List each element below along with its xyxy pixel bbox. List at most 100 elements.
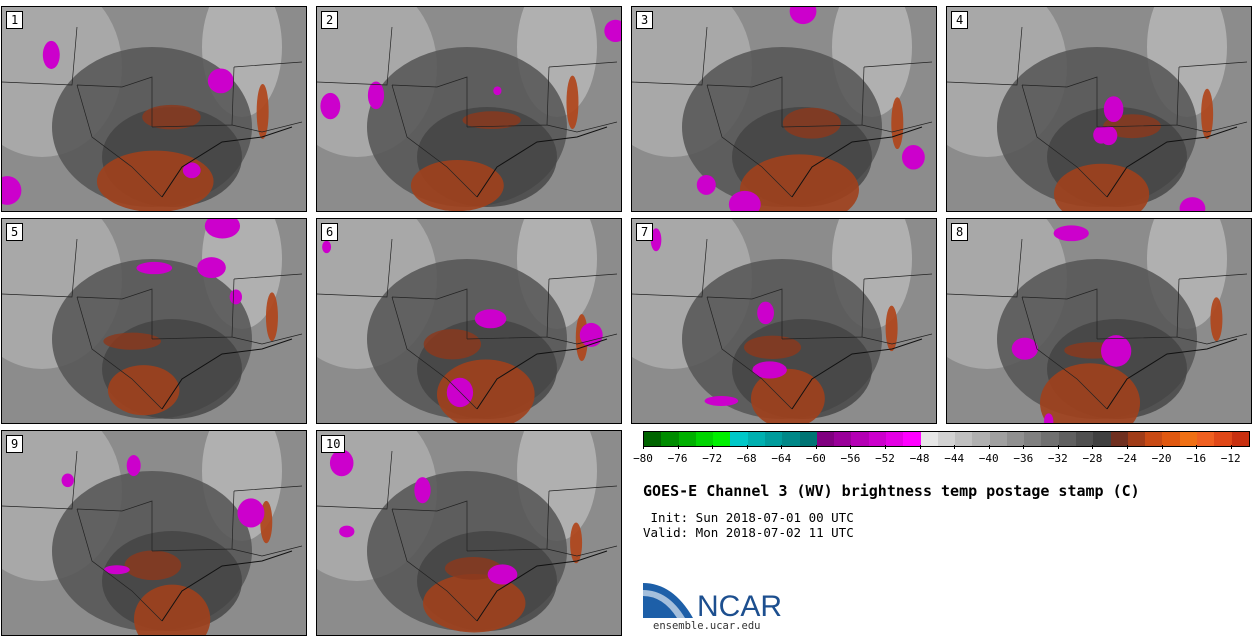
logo-text: NCAR [697, 590, 782, 623]
colorbar-tick-mark [677, 445, 679, 449]
panel-number: 1 [6, 11, 24, 29]
colorbar-swatch [1058, 432, 1077, 446]
postage-stamp-panel: 8 [946, 218, 1252, 424]
postage-stamp-panel: 6 [316, 218, 622, 424]
colorbar-swatch [782, 432, 800, 446]
wv-map [947, 219, 1251, 423]
panel-number: 3 [636, 11, 654, 29]
postage-stamp-panel: 9 [1, 430, 307, 636]
colorbar-tick-label: −32 [1047, 452, 1068, 465]
colorbar-tick-label: −60 [805, 452, 826, 465]
colorbar-tick-mark [1161, 445, 1163, 449]
colorbar-tick-label: −52 [875, 452, 895, 465]
postage-stamp-panel: 7 [631, 218, 937, 424]
colorbar-tick-mark [919, 445, 921, 449]
colorbar-swatch [989, 432, 1007, 446]
colorbar-tick-label: −16 [1186, 452, 1207, 465]
wv-map [2, 431, 306, 635]
postage-stamp-panel: 1 [1, 6, 307, 212]
wv-map [317, 219, 621, 423]
colorbar-swatch [1231, 432, 1249, 446]
colorbar-tick-mark [712, 445, 714, 449]
wv-map [632, 7, 936, 211]
colorbar-swatch [661, 432, 679, 446]
colorbar-swatch [713, 432, 731, 446]
colorbar-tick-mark [1057, 445, 1059, 449]
colorbar-tick-label: −76 [667, 452, 688, 465]
wv-map [947, 7, 1251, 211]
wv-map [632, 219, 936, 423]
colorbar-swatch [747, 432, 765, 446]
colorbar-swatch [678, 432, 696, 446]
colorbar-swatch [868, 432, 886, 446]
colorbar-tick-label: −20 [1151, 452, 1172, 465]
colorbar-tick-label: −12 [1220, 452, 1241, 465]
colorbar-swatch [972, 432, 990, 446]
ncar-logo: NCAR [643, 583, 782, 623]
wv-map [317, 7, 621, 211]
panel-number: 9 [6, 435, 24, 453]
colorbar-tick-label: −48 [909, 452, 930, 465]
colorbar-tick-mark [850, 445, 852, 449]
colorbar-tick-mark [643, 445, 644, 449]
init-time: Init: Sun 2018-07-01 00 UTC [643, 510, 854, 525]
postage-stamp-panel: 4 [946, 6, 1252, 212]
colorbar-tick-label: −64 [771, 452, 792, 465]
valid-time: Valid: Mon 2018-07-02 11 UTC [643, 525, 854, 540]
wv-map [2, 7, 306, 211]
colorbar-tick-label: −68 [736, 452, 757, 465]
colorbar-tick-label: −40 [978, 452, 999, 465]
colorbar-swatch [1093, 432, 1111, 446]
colorbar-swatch [955, 432, 973, 446]
colorbar-tick-mark [954, 445, 956, 449]
colorbar-swatch [1162, 432, 1180, 446]
colorbar-tick-label: −36 [1013, 452, 1034, 465]
colorbar-swatch [695, 432, 714, 446]
chart-title: GOES-E Channel 3 (WV) brightness temp po… [643, 482, 1140, 500]
colorbar-tick-mark [781, 445, 783, 449]
postage-stamp-panel: 2 [316, 6, 622, 212]
colorbar-swatch [1214, 432, 1232, 446]
colorbar-tick-mark [988, 445, 990, 449]
colorbar-swatch [1006, 432, 1025, 446]
colorbar-tick-mark [746, 445, 748, 449]
colorbar-tick-mark [1196, 445, 1198, 449]
postage-stamp-panel: 5 [1, 218, 307, 424]
colorbar-swatch [903, 432, 921, 446]
panel-number: 6 [321, 223, 339, 241]
postage-stamp-panel: 10 [316, 430, 622, 636]
colorbar-swatch [1127, 432, 1146, 446]
colorbar-swatch [1197, 432, 1215, 446]
wv-map [317, 431, 621, 635]
colorbar-swatch [1041, 432, 1059, 446]
colorbar-tick-label: −44 [944, 452, 965, 465]
colorbar-tick-label: −80 [633, 452, 653, 465]
colorbar-swatch [764, 432, 783, 446]
panel-number: 4 [951, 11, 969, 29]
colorbar-swatch [1179, 432, 1197, 446]
colorbar-swatch [937, 432, 956, 446]
colorbar-tick-mark [885, 445, 886, 449]
colorbar-swatch [885, 432, 904, 446]
colorbar-swatch [644, 432, 662, 446]
panel-number: 2 [321, 11, 339, 29]
panel-number: 8 [951, 223, 969, 241]
colorbar-swatch [1076, 432, 1094, 446]
colorbar-swatch [834, 432, 852, 446]
colorbar-swatch [1024, 432, 1042, 446]
logo-url: ensemble.ucar.edu [653, 620, 761, 632]
colorbar-swatch [1110, 432, 1128, 446]
colorbar-swatch [1145, 432, 1163, 446]
panel-number: 10 [321, 435, 346, 453]
colorbar [643, 431, 1250, 447]
colorbar-tick-mark [815, 445, 817, 449]
colorbar-tick-label: −28 [1082, 452, 1103, 465]
colorbar-swatch [851, 432, 869, 446]
colorbar-swatch [799, 432, 817, 446]
colorbar-tick-mark [1127, 445, 1128, 449]
colorbar-swatch [730, 432, 748, 446]
colorbar-tick-label: −24 [1117, 452, 1137, 465]
colorbar-tick-label: −72 [702, 452, 723, 465]
colorbar-swatch [920, 432, 938, 446]
wv-map [2, 219, 306, 423]
